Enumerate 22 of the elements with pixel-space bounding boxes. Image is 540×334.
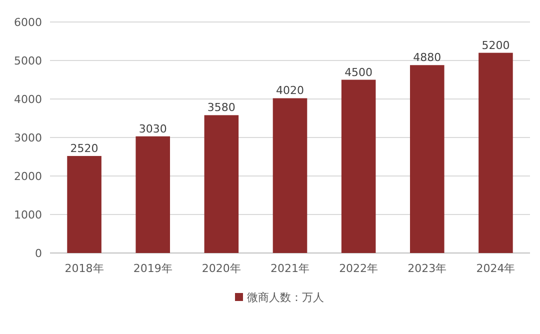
data-label: 4880 — [413, 51, 442, 64]
legend-label: 微商人数：万人 — [247, 291, 324, 304]
data-label: 4500 — [344, 66, 373, 79]
x-tick-label: 2019年 — [133, 262, 172, 275]
data-label: 3030 — [138, 122, 167, 136]
data-label: 3580 — [207, 101, 236, 114]
y-tick-label: 6000 — [14, 16, 42, 29]
x-tick-label: 2024年 — [476, 262, 516, 275]
data-label: 5200 — [482, 38, 510, 52]
x-tick-label: 2022年 — [339, 262, 378, 275]
y-tick-label: 0 — [35, 247, 42, 260]
x-tick-label: 2023年 — [408, 262, 447, 275]
y-tick-label: 4000 — [14, 93, 42, 106]
y-tick-label: 3000 — [14, 132, 42, 144]
y-tick-label: 1000 — [14, 208, 42, 222]
data-label: 4020 — [276, 84, 304, 98]
y-tick-label: 5000 — [14, 54, 42, 68]
y-tick-label: 2000 — [14, 170, 42, 183]
x-tick-label: 2021年 — [270, 262, 310, 275]
x-tick-label: 2018年 — [64, 262, 104, 275]
x-tick-label: 2020年 — [202, 262, 241, 275]
data-label: 2520 — [70, 142, 98, 155]
